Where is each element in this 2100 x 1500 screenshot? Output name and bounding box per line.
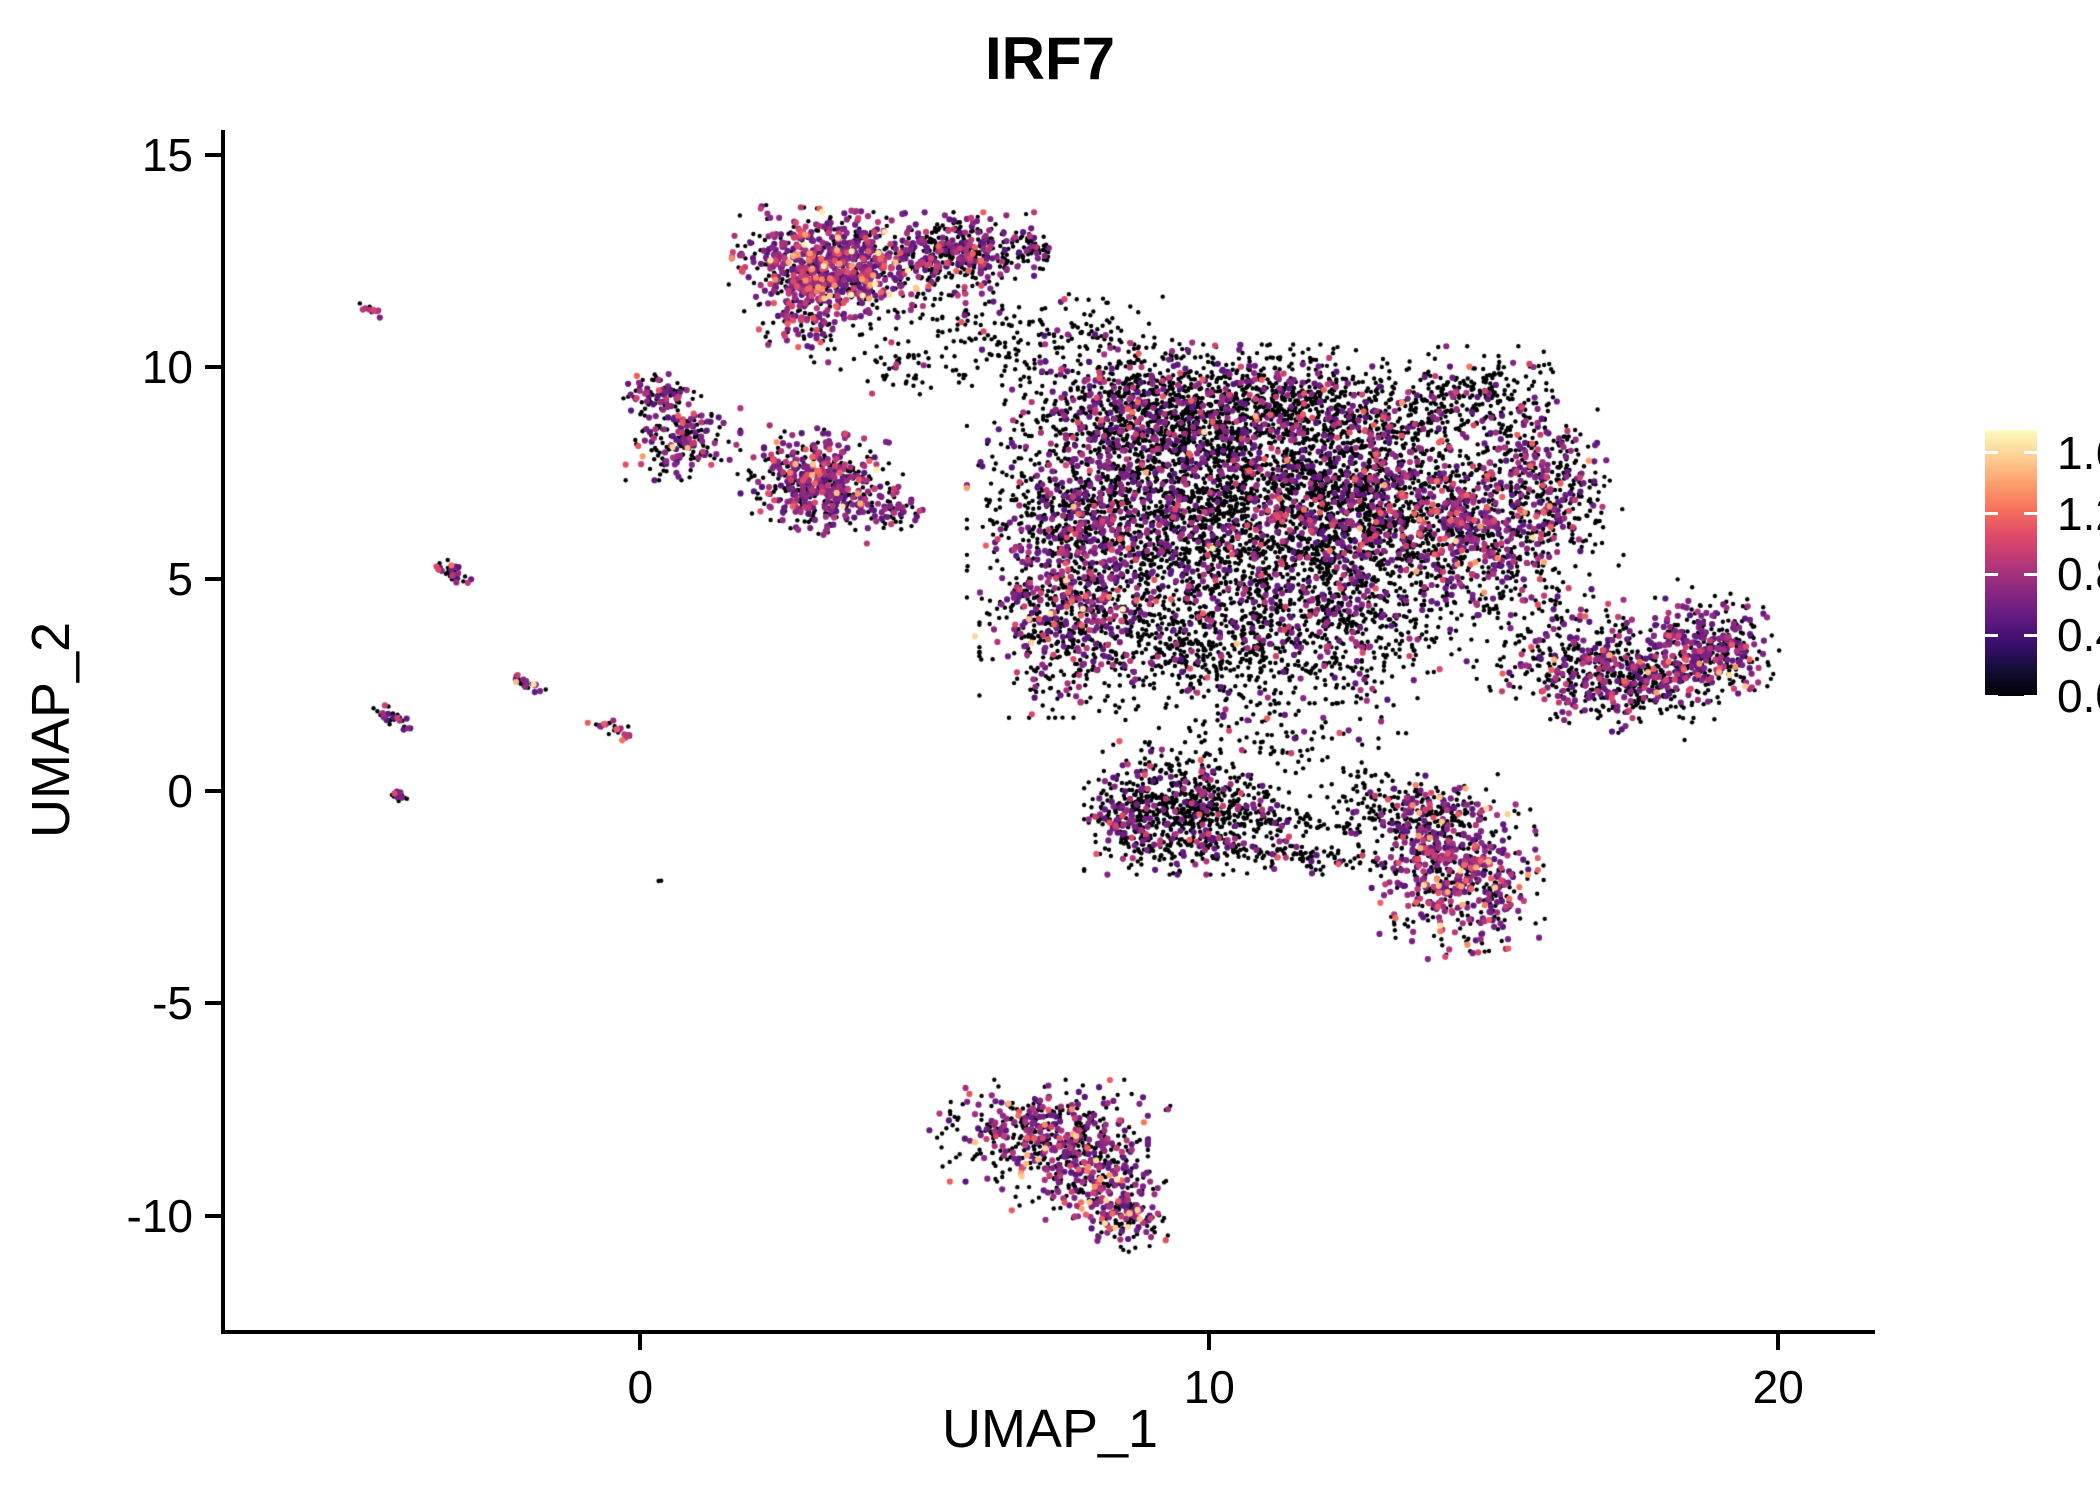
y-tick-label: 0 (167, 765, 193, 818)
y-tick-mark (205, 577, 221, 582)
x-axis-title: UMAP_1 (941, 1399, 1159, 1459)
y-axis-title: UMAP_2 (21, 621, 81, 839)
colorbar-tick-mark (1985, 512, 1998, 516)
x-tick-mark (1776, 1334, 1781, 1350)
y-tick-label: -5 (152, 977, 193, 1030)
colorbar-tick-label: 1.2 (2057, 487, 2100, 540)
y-tick-mark (205, 1001, 221, 1006)
y-tick-mark (205, 789, 221, 794)
colorbar-tick-mark (1985, 633, 1998, 637)
colorbar-tick-label: 0.8 (2057, 548, 2100, 601)
chart-title: IRF7 (984, 25, 1116, 92)
x-tick-label: 10 (1183, 1361, 1235, 1413)
y-tick-mark (205, 365, 221, 370)
scatter-canvas (225, 130, 1875, 1330)
y-tick-label: -10 (126, 1189, 193, 1242)
y-tick-mark (205, 153, 221, 158)
colorbar-tick-mark (2024, 512, 2037, 516)
x-tick-mark (1207, 1334, 1212, 1350)
y-tick-mark (205, 1213, 221, 1218)
colorbar-tick-mark (2024, 694, 2037, 698)
colorbar-tick-mark (2024, 572, 2037, 576)
colorbar-gradient (1985, 430, 2037, 696)
colorbar-tick-mark (1985, 572, 1998, 576)
x-tick-mark (638, 1334, 643, 1350)
colorbar-tick-mark (2024, 633, 2037, 637)
x-tick-label: 0 (627, 1361, 654, 1413)
colorbar-tick-label: 1.6 (2057, 426, 2100, 479)
colorbar-tick-label: 0.0 (2057, 670, 2100, 722)
y-tick-label: 10 (141, 341, 193, 394)
plot-panel (221, 130, 1875, 1334)
colorbar-tick-mark (2024, 451, 2037, 455)
colorbar-tick-mark (1985, 451, 1998, 455)
colorbar-tick-mark (1985, 694, 1998, 698)
y-tick-label: 15 (141, 129, 193, 182)
y-tick-label: 5 (167, 553, 193, 606)
colorbar-tick-label: 0.4 (2057, 609, 2100, 662)
x-tick-label: 20 (1752, 1361, 1804, 1413)
